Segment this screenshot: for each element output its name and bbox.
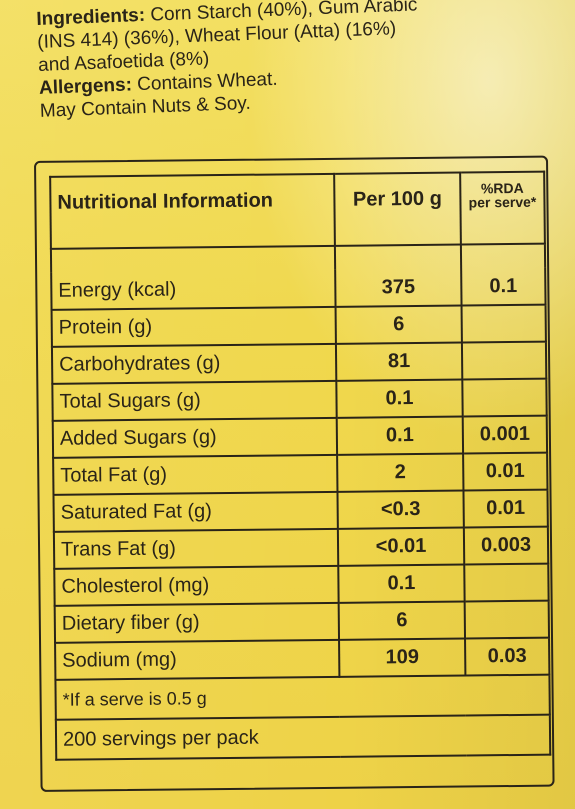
- servings-per-pack: 200 servings per pack: [55, 714, 551, 760]
- nutrient-name: Carbohydrates (g): [51, 343, 337, 384]
- table-row: Protein (g) 6: [51, 304, 546, 347]
- ingredients-label: Ingredients:: [36, 4, 146, 30]
- rda-value: [461, 341, 547, 380]
- table-row: Trans Fat (g) <0.01 0.003: [53, 526, 549, 569]
- servings-row: 200 servings per pack: [55, 714, 551, 760]
- rda-value: 0.001: [462, 415, 548, 454]
- nutrition-panel: Nutritional Information Per 100 g %RDA pe…: [34, 155, 555, 792]
- per-100g-value: 2: [337, 453, 464, 492]
- footnote-row: *If a serve is 0.5 g: [55, 674, 550, 720]
- per-100g-value: 375: [335, 268, 462, 307]
- allergens-text: Contains Wheat.: [136, 68, 278, 96]
- rda-value: [464, 563, 549, 602]
- nutrient-name: Added Sugars (g): [52, 417, 338, 458]
- header-per-100g: Per 100 g: [334, 172, 461, 246]
- rda-value: 0.01: [463, 489, 548, 528]
- nutrient-name: Cholesterol (mg): [54, 565, 339, 606]
- per-100g-value: <0.01: [337, 527, 465, 566]
- nutrient-name: Trans Fat (g): [53, 528, 339, 569]
- table-row: Added Sugars (g) 0.1 0.001: [52, 415, 548, 458]
- rda-value: 0.1: [461, 267, 546, 306]
- per-100g-value: 81: [335, 342, 463, 381]
- table-row: Saturated Fat (g) <0.3 0.01: [53, 489, 548, 532]
- nutrient-name: Total Fat (g): [53, 454, 338, 495]
- per-100g-value: 109: [339, 638, 466, 677]
- allergens-label: Allergens:: [38, 74, 133, 99]
- header-rda-line-2: per serve*: [468, 193, 537, 211]
- header-rda: %RDA per serve*: [460, 171, 545, 245]
- per-100g-value: 0.1: [336, 379, 463, 418]
- ingredients-block: Ingredients: Corn Starch (40%), Gum Arab…: [36, 0, 560, 123]
- nutrient-name: Sodium (mg): [55, 639, 340, 680]
- table-row: Sodium (mg) 109 0.03: [55, 637, 550, 680]
- rda-value: 0.03: [465, 637, 550, 676]
- per-100g-value: 0.1: [338, 564, 465, 603]
- rda-value: [464, 600, 550, 639]
- table-row: Dietary fiber (g) 6: [54, 600, 550, 643]
- rda-value: [461, 304, 546, 343]
- nutrient-name: Total Sugars (g): [52, 380, 337, 421]
- nutrient-name: Protein (g): [51, 306, 336, 347]
- per-100g-value: 0.1: [336, 416, 464, 455]
- table-row: Total Fat (g) 2 0.01: [53, 452, 548, 495]
- nutrition-table: Nutritional Information Per 100 g %RDA pe…: [49, 171, 551, 761]
- nutrient-name: Energy (kcal): [51, 269, 336, 310]
- spacer-cell: [334, 244, 462, 270]
- rda-value: 0.003: [463, 526, 549, 565]
- table-row: Energy (kcal) 375 0.1: [51, 267, 546, 310]
- rda-value: 0.01: [463, 452, 548, 491]
- spacer-cell: [50, 245, 336, 273]
- per-100g-value: 6: [338, 601, 466, 640]
- table-header-row: Nutritional Information Per 100 g %RDA pe…: [50, 171, 545, 249]
- serving-footnote: *If a serve is 0.5 g: [55, 674, 550, 720]
- per-100g-value: <0.3: [337, 490, 464, 529]
- nutrient-name: Dietary fiber (g): [54, 602, 340, 643]
- spacer-cell: [460, 243, 546, 269]
- table-row: Cholesterol (mg) 0.1: [54, 563, 549, 606]
- header-nutritional-information: Nutritional Information: [50, 173, 335, 249]
- table-row: Total Sugars (g) 0.1: [52, 378, 547, 421]
- nutrition-rows: Energy (kcal) 375 0.1 Protein (g) 6 Carbohydr…: [50, 243, 550, 680]
- per-100g-value: 6: [335, 305, 462, 344]
- nutrient-name: Saturated Fat (g): [53, 491, 338, 532]
- table-row: Carbohydrates (g) 81: [51, 341, 547, 384]
- rda-value: [462, 378, 547, 417]
